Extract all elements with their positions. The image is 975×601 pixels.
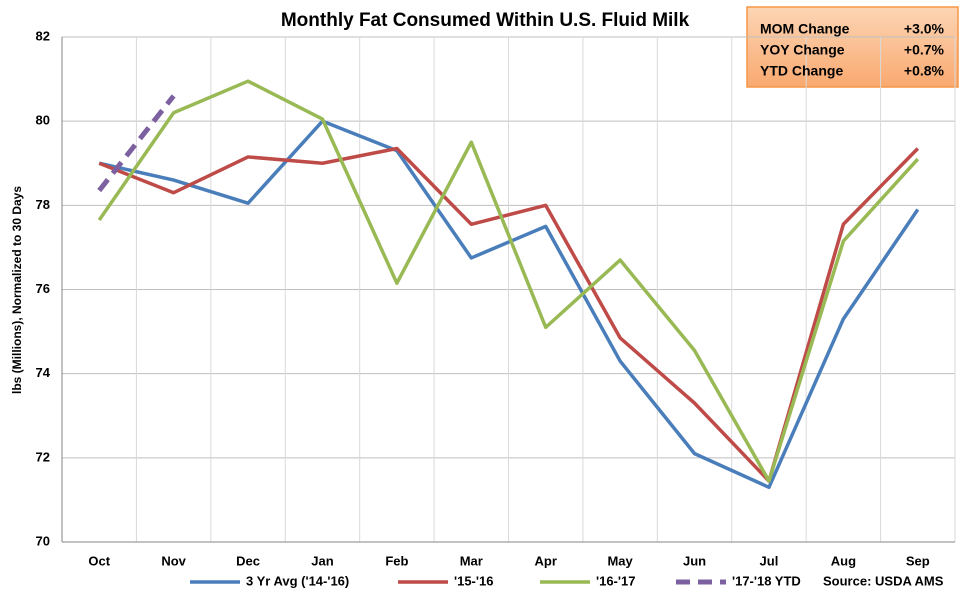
y-tick-label: 80 [36, 113, 50, 128]
series-line [97, 94, 176, 193]
y-tick-label: 72 [36, 449, 50, 464]
legend-label: '15-'16 [454, 573, 493, 588]
source-note: Source: USDA AMS [823, 573, 944, 588]
legend-label: '17-'18 YTD [732, 573, 801, 588]
x-tick-label: Aug [831, 553, 856, 568]
y-tick-label: 82 [36, 28, 50, 43]
x-tick-label: Apr [535, 553, 557, 568]
x-tick-label: Nov [161, 553, 186, 568]
x-tick-label: Sep [906, 553, 930, 568]
y-tick-label: 78 [36, 197, 50, 212]
chart-title: Monthly Fat Consumed Within U.S. Fluid M… [281, 10, 690, 31]
y-axis-label: lbs (Millions), Normalized to 30 Days [10, 186, 24, 394]
y-tick-label: 70 [36, 533, 50, 548]
info-box [746, 6, 959, 88]
x-tick-label: Jul [760, 553, 779, 568]
series-line [98, 119, 920, 490]
info-label: YTD Change [760, 63, 843, 79]
series-line [97, 79, 920, 483]
y-tick-label: 74 [36, 365, 51, 380]
info-value: +0.8% [904, 63, 945, 79]
info-label: MOM Change [760, 21, 850, 37]
x-tick-label: Mar [460, 553, 483, 568]
info-value: +3.0% [904, 21, 945, 37]
legend-label: 3 Yr Avg ('14-'16) [246, 573, 349, 588]
info-value: +0.7% [904, 42, 945, 58]
x-tick-label: Jan [311, 553, 333, 568]
x-tick-label: Feb [385, 553, 408, 568]
x-tick-label: Jun [683, 553, 706, 568]
x-tick-label: May [607, 553, 633, 568]
info-label: YOY Change [760, 42, 845, 58]
legend-label: '16-'17 [596, 573, 635, 588]
y-tick-label: 76 [36, 281, 50, 296]
x-tick-label: Dec [236, 553, 260, 568]
x-tick-label: Oct [88, 553, 110, 568]
